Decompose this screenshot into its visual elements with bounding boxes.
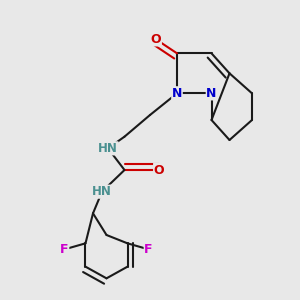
Text: HN: HN bbox=[92, 185, 112, 198]
Text: O: O bbox=[151, 33, 161, 46]
Text: HN: HN bbox=[98, 142, 118, 155]
Text: O: O bbox=[154, 164, 164, 176]
Text: F: F bbox=[60, 243, 69, 256]
Text: F: F bbox=[144, 243, 153, 256]
Text: N: N bbox=[206, 87, 217, 100]
Text: N: N bbox=[172, 87, 182, 100]
